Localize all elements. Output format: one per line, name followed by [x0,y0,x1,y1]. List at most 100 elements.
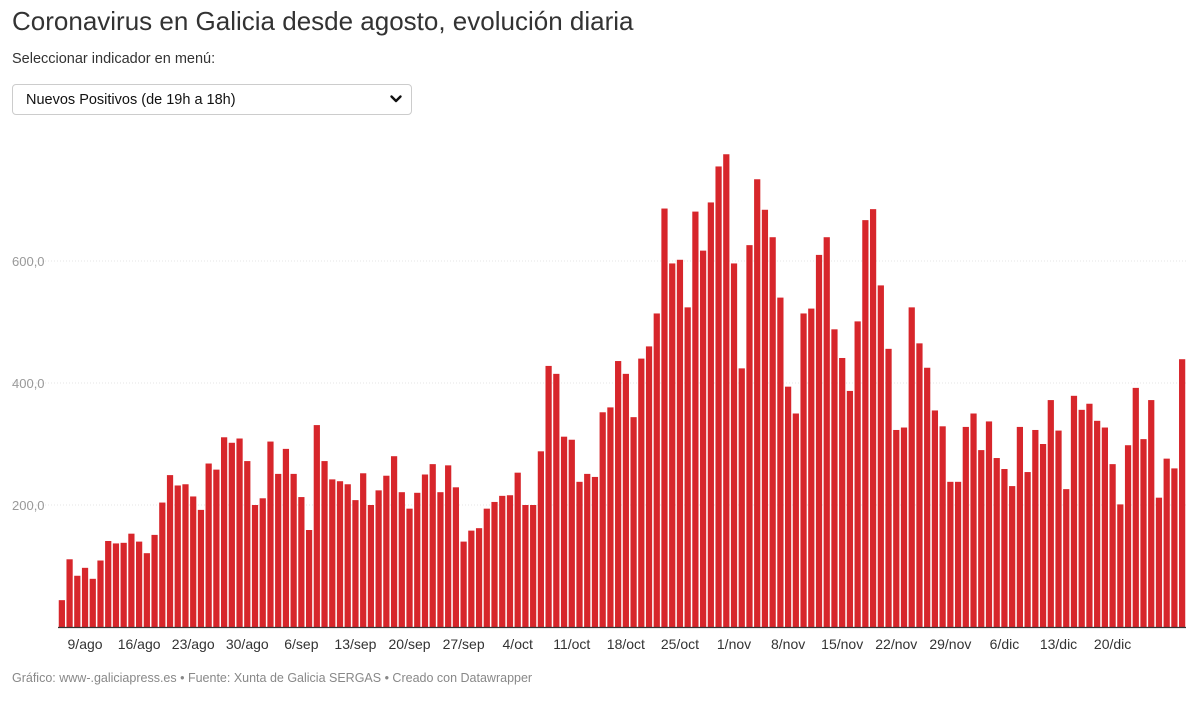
bar [421,474,429,627]
x-tick-label: 15/nov [821,636,863,652]
x-tick-label: 4/oct [503,636,533,652]
bar [661,208,668,628]
bar [190,496,197,627]
bar [792,413,799,627]
bar [1070,395,1078,627]
bar [700,250,707,627]
bar [962,426,969,627]
bar [931,410,939,627]
bar [746,245,753,627]
bar [182,484,189,627]
bar [615,361,622,627]
bar [530,505,537,627]
bar [97,560,104,627]
bar [367,505,375,627]
bar [607,407,614,627]
bar [329,479,336,627]
bar [1078,409,1085,627]
bar [692,211,699,627]
bar [468,530,475,627]
bar [584,473,591,627]
bar [398,492,405,627]
selector-label: Seleccionar indicador en menú: [12,51,216,67]
bar [537,451,544,627]
x-tick-label: 8/nov [771,636,805,652]
bar [275,473,282,627]
x-tick-label: 6/dic [990,636,1020,652]
bar [220,437,228,627]
bar [305,530,313,627]
bar [1101,427,1108,627]
bar [1171,468,1178,627]
bar [630,417,637,627]
bar [862,220,869,627]
bar [452,487,460,627]
x-tick-label: 29/nov [929,636,971,652]
bar [383,475,390,627]
y-tick-label: 200,0 [12,498,45,513]
bar [58,600,65,627]
bar [1047,400,1054,627]
bar [483,508,490,627]
bar [1063,489,1070,627]
y-tick-label: 400,0 [12,376,45,391]
bar [313,425,320,627]
bar [259,498,266,627]
bar [205,463,212,627]
bar [908,307,915,627]
bar [993,458,1000,627]
bar [197,509,205,627]
bar [568,439,575,627]
bar [321,461,328,627]
bar [985,421,993,627]
x-tick-label: 13/dic [1040,636,1077,652]
bar [553,373,560,627]
x-tick-label: 30/ago [226,636,269,652]
chart-title: Coronavirus en Galicia desde agosto, evo… [12,6,634,36]
y-tick-label: 600,0 [12,254,45,269]
bar [1086,403,1093,627]
bar [777,297,784,627]
bar [1179,359,1186,627]
bar [475,528,483,627]
bar [66,559,73,627]
bar [947,481,954,627]
bar [1117,504,1124,627]
bar [429,464,436,627]
bar [877,285,884,627]
bar [545,365,552,627]
bar [839,357,846,627]
x-tick-label: 25/oct [661,636,699,652]
bar [916,343,923,627]
bar [707,202,714,627]
bar [460,541,467,627]
bar [213,469,220,627]
bar [591,476,599,627]
bar [1132,387,1139,627]
bar [491,501,498,627]
x-tick-label: 18/oct [607,636,645,652]
bar [251,505,259,627]
bar [282,448,290,627]
x-tick-label: 13/sep [334,636,376,652]
bar [1055,430,1062,627]
bar [1094,420,1101,627]
x-tick-label: 22/nov [875,636,917,652]
indicator-select[interactable]: Nuevos Positivos (de 19h a 18h) [12,84,412,115]
bar [854,321,861,627]
bar [267,441,274,627]
bar [808,308,815,627]
bar [669,263,676,627]
bar [1155,497,1163,627]
bar [1032,429,1039,627]
bar [174,485,181,627]
x-tick-label: 20/dic [1094,636,1131,652]
bar [437,492,444,627]
chevron-down-icon [390,95,402,103]
bar [885,348,892,627]
bar [143,553,150,627]
bar [846,390,854,627]
bar [1109,464,1116,627]
bar [159,502,166,627]
x-tick-label: 11/oct [553,636,590,652]
